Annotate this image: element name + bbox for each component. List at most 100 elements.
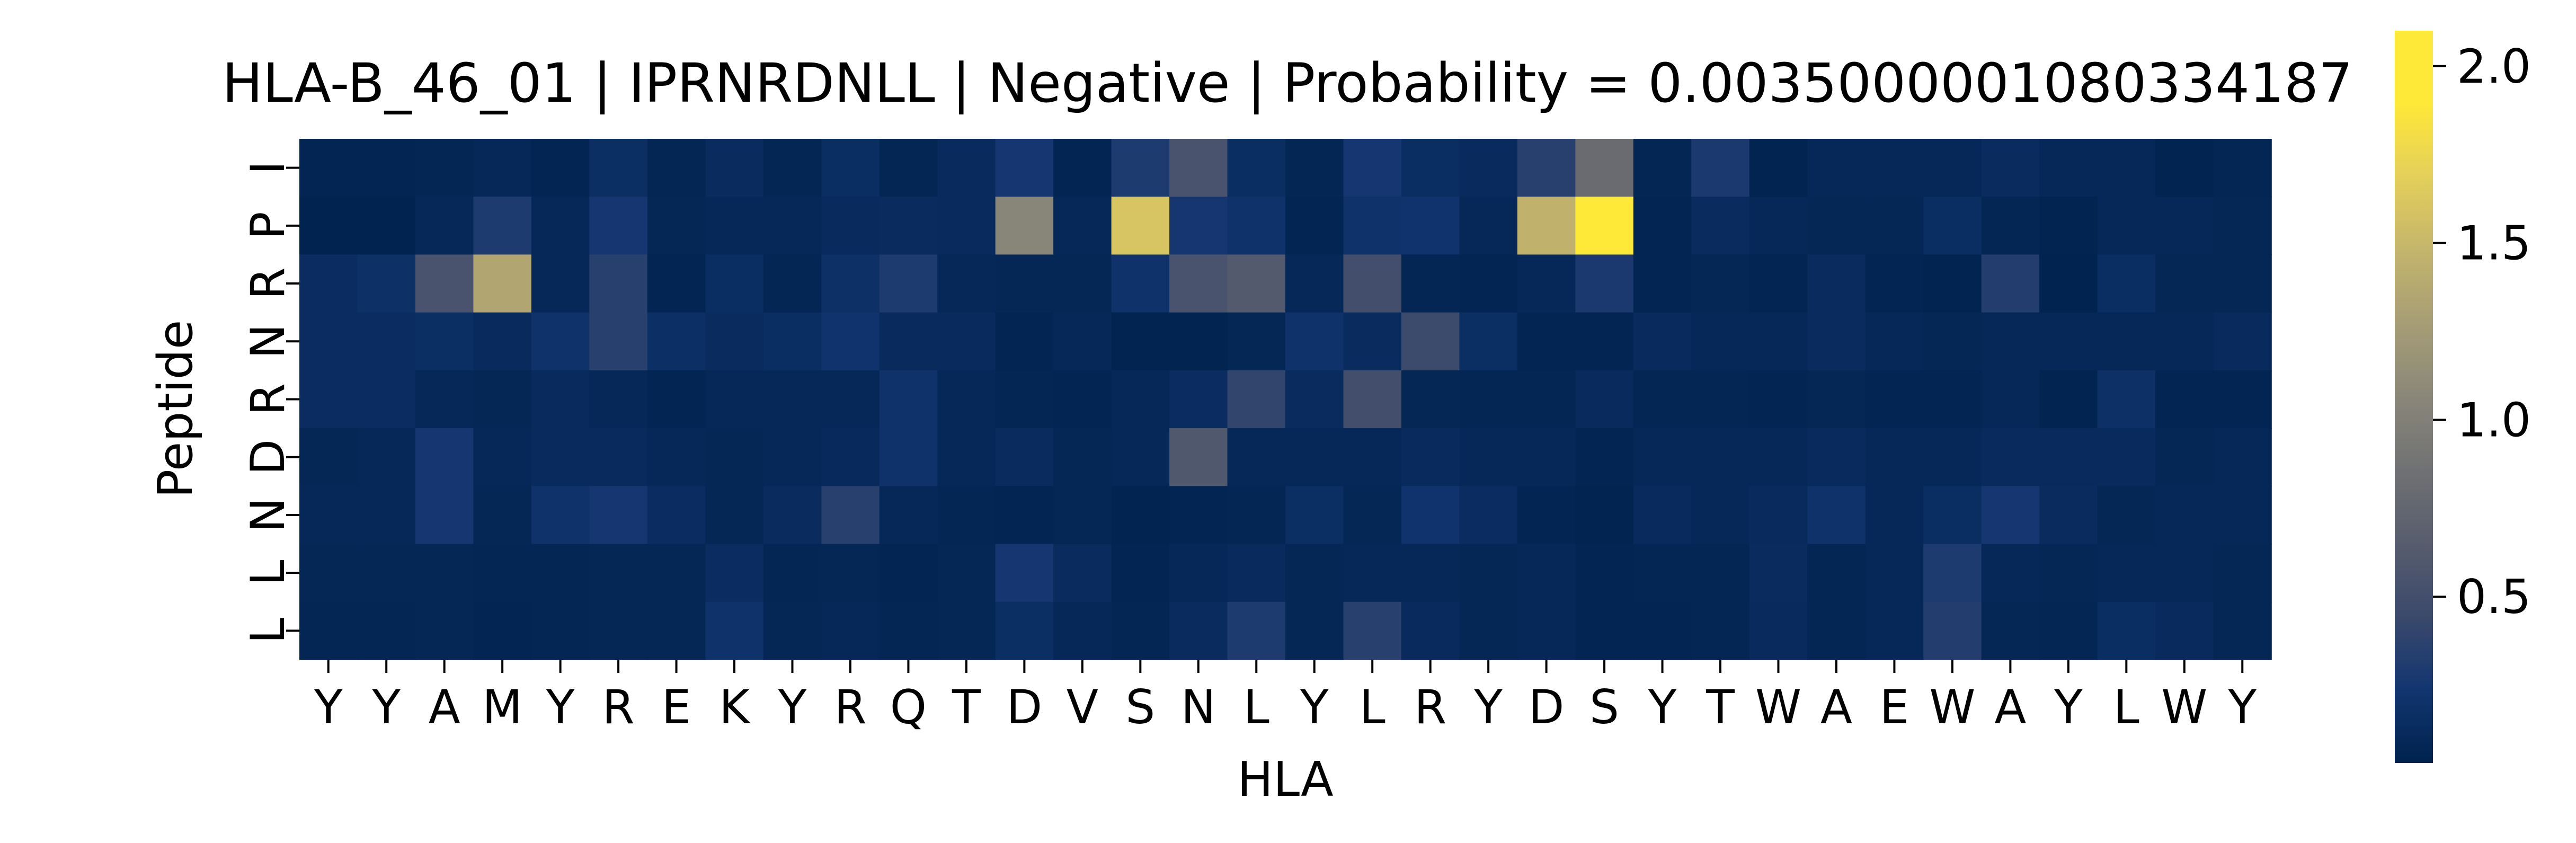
- heatmap-cell: [357, 197, 416, 255]
- heatmap-cell: [1459, 544, 1518, 602]
- heatmap-cell: [1575, 486, 1634, 545]
- x-tick-label: M: [482, 680, 522, 734]
- heatmap-cell: [2097, 139, 2156, 198]
- heatmap-cell: [995, 601, 1054, 660]
- heatmap-cell: [1749, 544, 1808, 602]
- heatmap-cell: [763, 312, 822, 371]
- heatmap-cell: [1111, 544, 1170, 602]
- x-tick-label: E: [662, 680, 691, 734]
- heatmap-cell: [357, 254, 416, 313]
- heatmap-cell: [1343, 370, 1402, 429]
- heatmap-cell: [1633, 601, 1692, 660]
- heatmap-cell: [1053, 370, 1112, 429]
- heatmap-cell: [705, 428, 764, 487]
- heatmap-cell: [2097, 486, 2156, 545]
- heatmap-cell: [879, 197, 938, 255]
- heatmap-cell: [589, 544, 648, 602]
- x-tick-label: T: [1706, 680, 1735, 734]
- heatmap-cell: [1749, 601, 1808, 660]
- heatmap-cell: [2155, 370, 2214, 429]
- heatmap-cell: [589, 428, 648, 487]
- heatmap-cell: [2213, 139, 2272, 198]
- heatmap-cell: [2039, 601, 2098, 660]
- heatmap-cell: [415, 428, 474, 487]
- heatmap-cell: [473, 312, 532, 371]
- heatmap-cell: [763, 197, 822, 255]
- heatmap-cell: [1807, 486, 1866, 545]
- heatmap-cell: [1749, 486, 1808, 545]
- heatmap-cell: [1923, 312, 1982, 371]
- heatmap-cell: [647, 370, 706, 429]
- x-tick-label: Y: [314, 680, 343, 734]
- heatmap-cell: [473, 197, 532, 255]
- heatmap-cell: [937, 601, 996, 660]
- heatmap-cell: [1865, 486, 1924, 545]
- heatmap-cell: [1923, 544, 1982, 602]
- heatmap-cell: [1981, 601, 2040, 660]
- heatmap-cell: [1459, 197, 1518, 255]
- heatmap-cell: [589, 197, 648, 255]
- heatmap-cell: [531, 139, 590, 198]
- heatmap-cell: [1633, 139, 1692, 198]
- heatmap-cell: [1459, 601, 1518, 660]
- heatmap-cell: [1401, 428, 1460, 487]
- heatmap-cell: [299, 312, 358, 371]
- heatmap-cell: [1575, 601, 1634, 660]
- heatmap-cell: [473, 428, 532, 487]
- heatmap-cell: [1053, 254, 1112, 313]
- colorbar-tick-label: 1.5: [2457, 216, 2531, 271]
- heatmap-cell: [1227, 370, 1286, 429]
- heatmap-cell: [1575, 544, 1634, 602]
- heatmap-cell: [1575, 254, 1634, 313]
- heatmap-cell: [1923, 370, 1982, 429]
- x-tick-label: N: [1181, 680, 1216, 734]
- heatmap-cell: [1227, 197, 1286, 255]
- heatmap-cell: [1749, 254, 1808, 313]
- heatmap-cell: [821, 544, 880, 602]
- heatmap-cell: [647, 254, 706, 313]
- heatmap-cell: [1459, 139, 1518, 198]
- heatmap-cell: [473, 601, 532, 660]
- heatmap-cell: [589, 486, 648, 545]
- heatmap-cell: [705, 312, 764, 371]
- y-tick-label: I: [241, 161, 295, 175]
- x-tick-label: L: [2113, 680, 2139, 734]
- heatmap-cell: [763, 254, 822, 313]
- heatmap-cell: [821, 312, 880, 371]
- heatmap-cell: [2097, 197, 2156, 255]
- heatmap-cell: [1633, 544, 1692, 602]
- heatmap-cell: [937, 486, 996, 545]
- heatmap-cell: [1227, 601, 1286, 660]
- heatmap-cell: [357, 544, 416, 602]
- x-tick-label: T: [952, 680, 981, 734]
- heatmap-cell: [1459, 370, 1518, 429]
- y-axis-label: Peptide: [148, 320, 203, 498]
- heatmap-cell: [2039, 544, 2098, 602]
- heatmap-cell: [1575, 370, 1634, 429]
- heatmap-cell: [1633, 197, 1692, 255]
- heatmap-cell: [1517, 601, 1576, 660]
- heatmap-cell: [1865, 544, 1924, 602]
- heatmap-cell: [1227, 312, 1286, 371]
- heatmap-cell: [2039, 197, 2098, 255]
- heatmap-cell: [2097, 254, 2156, 313]
- heatmap-cell: [2213, 312, 2272, 371]
- heatmap-cell: [357, 601, 416, 660]
- heatmap-cell: [763, 601, 822, 660]
- x-tick-label: R: [1414, 680, 1446, 734]
- heatmap-cell: [299, 428, 358, 487]
- heatmap-cell: [1981, 312, 2040, 371]
- heatmap-cell: [1691, 601, 1750, 660]
- heatmap-cell: [1981, 370, 2040, 429]
- heatmap-cell: [1343, 197, 1402, 255]
- chart-title: HLA-B_46_01 | IPRNRDNLL | Negative | Pro…: [222, 52, 2352, 115]
- heatmap-cell: [1865, 312, 1924, 371]
- heatmap-cell: [2213, 254, 2272, 313]
- x-tick-label: S: [1125, 680, 1155, 734]
- heatmap-cell: [1517, 139, 1576, 198]
- colorbar-tick-label: 0.5: [2457, 570, 2531, 624]
- x-tick-label: A: [1994, 680, 2026, 734]
- heatmap-cell: [2155, 254, 2214, 313]
- x-tick-label: A: [429, 680, 460, 734]
